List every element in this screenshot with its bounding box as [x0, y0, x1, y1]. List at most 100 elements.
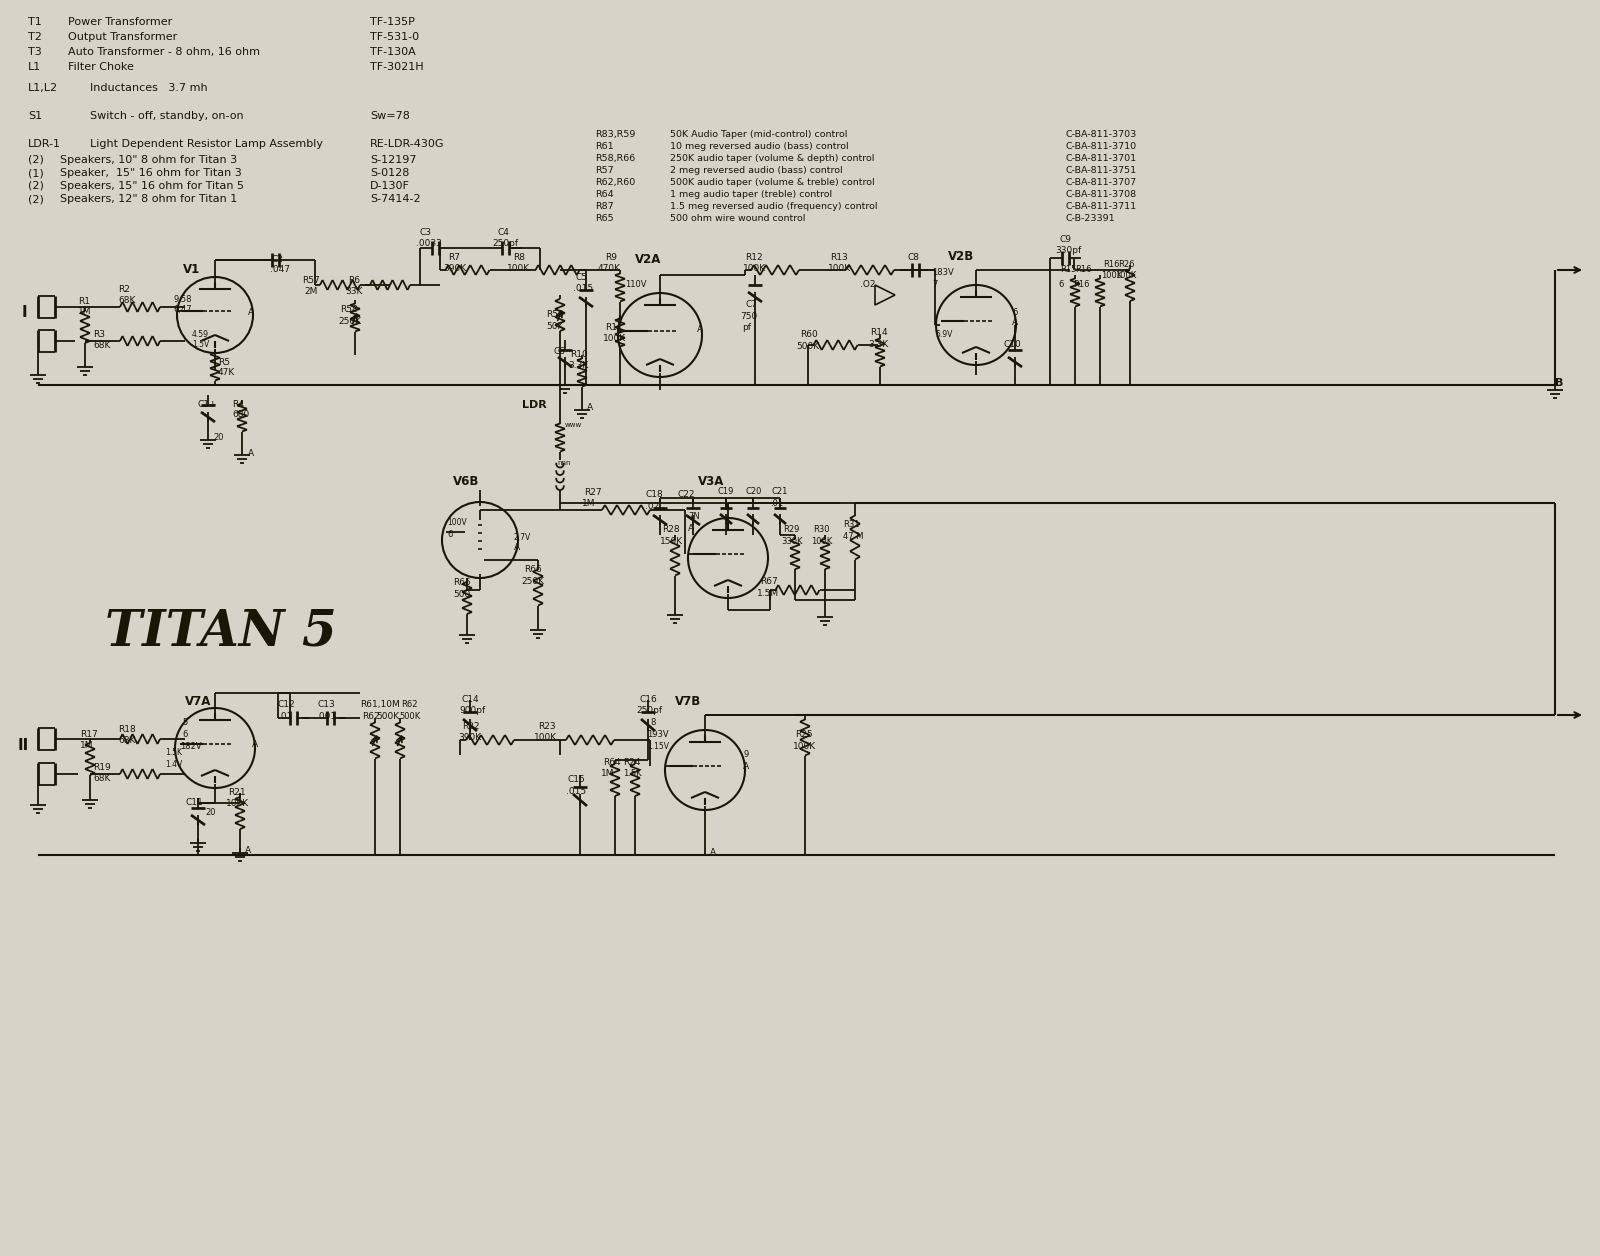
Text: R83,R59: R83,R59	[595, 131, 635, 139]
Text: C14: C14	[462, 695, 480, 705]
Text: LDR: LDR	[522, 399, 547, 409]
Text: 390K: 390K	[443, 264, 466, 273]
Text: 9,58: 9,58	[173, 295, 192, 304]
Text: A: A	[1013, 318, 1018, 327]
Text: 100K: 100K	[811, 538, 832, 546]
Text: 183V: 183V	[931, 268, 954, 278]
Text: 250pf: 250pf	[637, 706, 662, 715]
Text: A: A	[248, 448, 254, 458]
Text: 3.3K: 3.3K	[867, 340, 888, 349]
Text: C-BA-811-3701: C-BA-811-3701	[1066, 154, 1136, 163]
Text: 1M: 1M	[80, 741, 93, 750]
Text: R22: R22	[462, 722, 480, 731]
Text: 6: 6	[1058, 280, 1064, 289]
Text: II: II	[18, 739, 29, 754]
Text: R19: R19	[93, 762, 110, 772]
Text: R66: R66	[525, 565, 542, 574]
Text: C-BA-811-3751: C-BA-811-3751	[1066, 166, 1136, 175]
Text: .0033: .0033	[416, 239, 442, 247]
Text: A: A	[742, 762, 749, 771]
Text: 182V: 182V	[179, 742, 202, 751]
Text: 2M: 2M	[304, 288, 317, 296]
Text: 3.3K: 3.3K	[568, 360, 589, 371]
Text: R25: R25	[795, 730, 813, 739]
Text: A: A	[248, 308, 254, 317]
Text: V6B: V6B	[453, 475, 480, 489]
Text: 500K audio taper (volume & treble) control: 500K audio taper (volume & treble) contr…	[670, 178, 875, 187]
Text: C-BA-811-3707: C-BA-811-3707	[1066, 178, 1136, 187]
Text: A: A	[587, 403, 594, 412]
Text: C21: C21	[771, 487, 789, 496]
Text: .047: .047	[270, 265, 290, 274]
Text: 6,47: 6,47	[173, 305, 192, 314]
Text: 500: 500	[453, 590, 470, 599]
Text: R31: R31	[843, 520, 859, 529]
Text: R21: R21	[229, 788, 246, 798]
Text: Power Transformer: Power Transformer	[67, 18, 173, 26]
Text: C16: C16	[640, 695, 658, 705]
Text: C6: C6	[554, 347, 566, 355]
Text: 68K: 68K	[118, 736, 136, 745]
Text: 1.5K: 1.5K	[165, 749, 182, 757]
Text: V2B: V2B	[947, 250, 974, 263]
Text: C-BA-811-3710: C-BA-811-3710	[1066, 142, 1136, 151]
Text: 5: 5	[182, 718, 187, 727]
Text: R27: R27	[584, 489, 602, 497]
Text: 100K: 100K	[226, 799, 250, 808]
Text: 50K Audio Taper (mid-control) control: 50K Audio Taper (mid-control) control	[670, 131, 848, 139]
Text: A: A	[253, 740, 258, 749]
Text: R10: R10	[570, 350, 587, 359]
Text: R2: R2	[118, 285, 130, 294]
Text: 20: 20	[205, 808, 216, 816]
Text: 33K: 33K	[346, 288, 362, 296]
Text: .015: .015	[566, 788, 586, 796]
Text: R65: R65	[453, 578, 470, 587]
Text: Filter Choke: Filter Choke	[67, 62, 134, 72]
Text: 390K: 390K	[458, 734, 482, 742]
Text: .01: .01	[770, 499, 782, 507]
Text: 6: 6	[446, 530, 453, 539]
Text: 7: 7	[931, 280, 938, 289]
Text: R13: R13	[830, 252, 848, 263]
Text: V7B: V7B	[675, 695, 701, 708]
Text: 100K: 100K	[603, 334, 626, 343]
Text: R61,10M: R61,10M	[360, 700, 400, 708]
Text: R8: R8	[514, 252, 525, 263]
Text: 1M: 1M	[602, 769, 614, 777]
Text: A: A	[710, 848, 717, 857]
Text: C20: C20	[746, 487, 762, 496]
Text: R58: R58	[339, 305, 358, 314]
Text: pf: pf	[742, 323, 750, 332]
Text: 10 meg reversed audio (bass) control: 10 meg reversed audio (bass) control	[670, 142, 848, 151]
Text: R18: R18	[118, 725, 136, 734]
Text: R64: R64	[603, 759, 621, 767]
Text: C-BA-811-3703: C-BA-811-3703	[1066, 131, 1136, 139]
Text: R17: R17	[80, 730, 98, 739]
Text: 100K: 100K	[794, 742, 816, 751]
Text: 250K audio taper (volume & depth) control: 250K audio taper (volume & depth) contro…	[670, 154, 874, 163]
Text: TF-531-0: TF-531-0	[370, 31, 419, 41]
Text: C22: C22	[678, 490, 696, 499]
Text: (2): (2)	[29, 181, 43, 191]
Text: C10: C10	[1005, 340, 1022, 349]
Text: 1.4V: 1.4V	[165, 760, 182, 769]
Text: 193V: 193V	[646, 730, 669, 739]
Text: R6: R6	[349, 276, 360, 285]
Text: 330K: 330K	[781, 538, 803, 546]
Text: 100K: 100K	[742, 264, 766, 273]
Text: 6: 6	[182, 730, 187, 739]
Text: C7: C7	[746, 300, 757, 309]
Text: R30: R30	[813, 525, 829, 534]
Text: S1: S1	[29, 111, 42, 121]
Text: R16: R16	[1075, 265, 1091, 274]
Text: RE-LDR-430G: RE-LDR-430G	[370, 139, 445, 149]
Text: 110V: 110V	[626, 280, 646, 289]
Text: 50K: 50K	[546, 322, 563, 332]
Text: T2: T2	[29, 31, 42, 41]
Text: 100K: 100K	[1101, 271, 1122, 280]
Text: TITAN 5: TITAN 5	[106, 608, 336, 657]
Text: Output Transformer: Output Transformer	[67, 31, 178, 41]
Text: D-130F: D-130F	[370, 181, 410, 191]
Text: R5: R5	[218, 358, 230, 367]
Text: B: B	[1555, 378, 1563, 388]
